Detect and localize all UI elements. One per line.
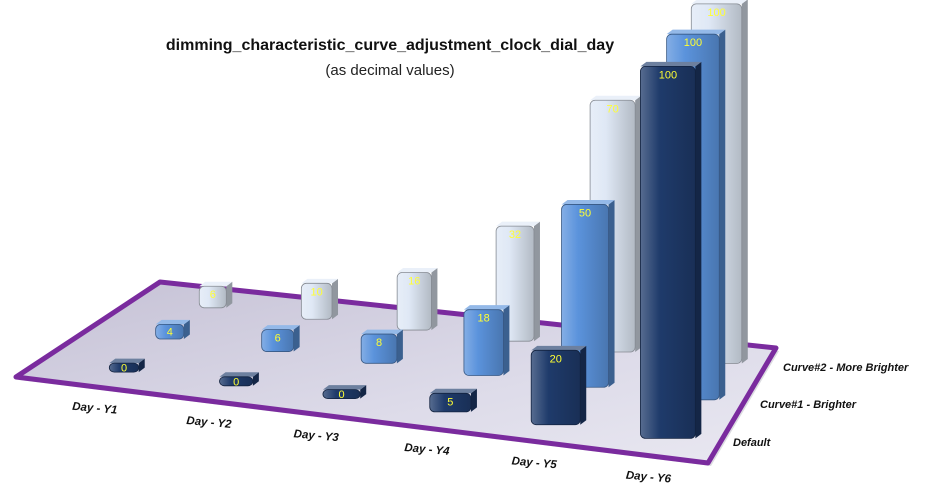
data-label: 100 [659,69,677,81]
data-label: 32 [509,229,521,241]
data-label: 5 [447,396,453,408]
bar-default-2 [219,372,259,387]
x-tick-label: Day - Y1 [72,401,118,417]
data-label: 6 [210,289,216,301]
data-label: 8 [376,337,382,349]
bar-default-3 [322,385,367,400]
chart-title: dimming_characteristic_curve_adjustment_… [165,37,615,54]
data-label: 0 [233,376,239,388]
x-tick-label: Day - Y4 [404,442,451,458]
bar-curve-1-brighter-2 [261,325,300,352]
data-label: 20 [550,353,562,365]
bar-default-5 [530,345,587,426]
data-label: 10 [311,286,323,298]
x-tick-label: Day - Y2 [186,415,233,431]
data-label: 0 [121,363,127,375]
bar-curve-2-more-brighter-1 [198,281,233,309]
chart-subtitle: (as decimal values) [325,62,455,79]
bar-default-6 [640,61,702,439]
x-tick-label: Day - Y5 [511,455,558,471]
series-axis-label: Default [733,437,772,449]
data-label: 100 [684,37,702,49]
data-label: 16 [408,276,420,288]
data-label: 0 [339,389,345,401]
data-label: 70 [607,103,619,115]
bar-curve-1-brighter-1 [155,319,190,340]
bar-default-4 [429,388,477,413]
series-axis-label: Curve#1 - Brighter [760,399,857,411]
data-label: 50 [579,207,591,219]
series-axis-label: Curve#2 - More Brighter [783,362,909,374]
data-label: 6 [275,333,281,345]
bar-curve-1-brighter-4 [463,305,510,376]
bar-default-1 [108,358,145,373]
x-tick-label: Day - Y3 [293,428,340,444]
x-tick-label: Day - Y6 [625,470,672,486]
bar-curve-2-more-brighter-3 [396,268,438,331]
bar-curve-1-brighter-3 [360,329,403,364]
data-label: 18 [478,313,490,325]
data-label: 4 [167,327,173,339]
data-label: 100 [707,7,725,19]
bar-curve-2-more-brighter-2 [300,278,339,320]
